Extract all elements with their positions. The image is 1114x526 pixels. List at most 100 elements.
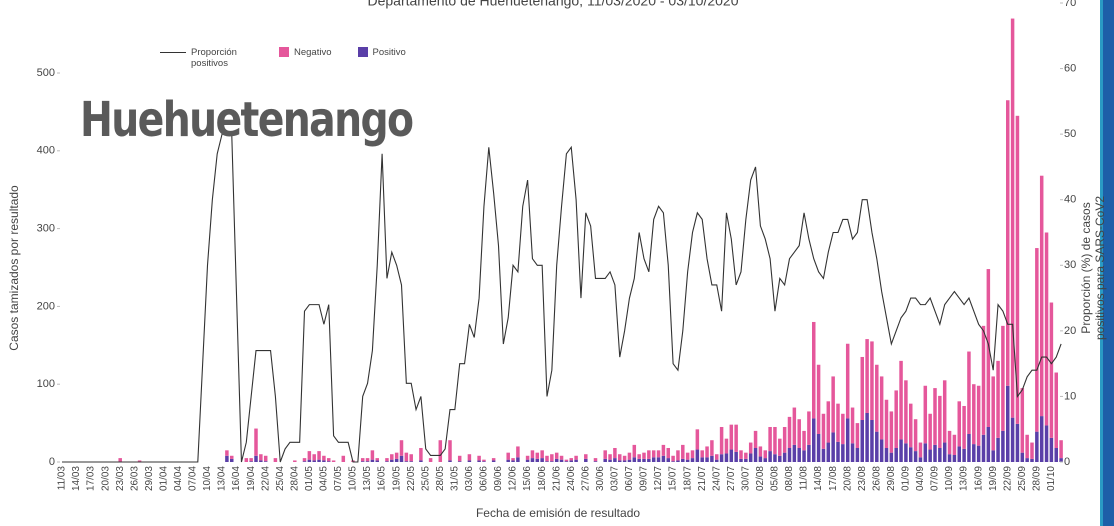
y2-axis-label: Proporción (%) de casos xyxy=(1079,202,1093,333)
bar-segment xyxy=(477,455,481,461)
bar-segment xyxy=(259,460,263,462)
bar-segment xyxy=(710,455,714,462)
bar-segment xyxy=(1001,430,1005,462)
bar-segment xyxy=(816,364,821,434)
bar-segment xyxy=(875,364,879,432)
bar-segment xyxy=(918,442,923,458)
bar-segment xyxy=(952,454,957,462)
bar-segment xyxy=(719,454,724,462)
x-tick-label: 02/08 xyxy=(755,466,766,491)
bar-segment xyxy=(1044,425,1049,462)
bar-segment xyxy=(681,444,685,459)
bar-segment xyxy=(739,458,743,462)
bar-segment xyxy=(564,459,569,462)
bar-segment xyxy=(884,447,889,462)
bar-segment xyxy=(404,461,409,462)
legend-item[interactable]: Negativo xyxy=(265,47,332,58)
bar-segment xyxy=(375,458,379,461)
bar-segment xyxy=(845,343,850,419)
bar-segment xyxy=(550,454,554,462)
bar-segment xyxy=(394,452,399,459)
bar-segment xyxy=(409,454,413,462)
x-tick-label: 04/04 xyxy=(173,466,184,491)
bar-segment xyxy=(967,433,971,462)
y-tick-label: 300 xyxy=(37,223,55,235)
x-tick-label: 13/09 xyxy=(959,466,970,491)
bar-segment xyxy=(748,453,753,462)
bar-segment xyxy=(792,407,797,445)
bar-segment xyxy=(540,458,544,462)
bar-segment xyxy=(816,433,821,462)
bar-segment xyxy=(802,450,806,462)
edge-strip xyxy=(1102,0,1114,526)
legend-item[interactable]: Proporción positivos xyxy=(160,47,253,69)
x-tick-label: 11/08 xyxy=(799,466,810,491)
bar-segment xyxy=(254,428,258,456)
bar-segment xyxy=(870,419,874,462)
x-tick-label: 08/08 xyxy=(784,466,795,491)
x-tick-label: 23/08 xyxy=(857,466,868,491)
overlay-title: Huehuetenango xyxy=(80,92,414,148)
bar-segment xyxy=(758,446,763,457)
bar-segment xyxy=(622,455,627,461)
x-tick-label: 15/07 xyxy=(668,466,679,491)
bar-segment xyxy=(773,454,777,462)
x-tick-label: 04/09 xyxy=(915,466,926,491)
x-tick-label: 21/07 xyxy=(697,466,708,491)
bar-segment xyxy=(409,461,413,462)
x-tick-label: 13/04 xyxy=(217,466,228,491)
bar-segment xyxy=(637,454,641,459)
bar-segment xyxy=(661,444,666,456)
y-axis-label: Casos tamizados por resultado xyxy=(7,185,21,351)
bar-segment xyxy=(627,452,632,460)
bar-segment xyxy=(302,458,307,462)
x-tick-label: 01/09 xyxy=(901,466,912,491)
x-tick-label: 18/07 xyxy=(682,466,693,491)
bar-segment xyxy=(904,443,908,462)
bar-segment xyxy=(875,431,879,462)
bar-segment xyxy=(375,460,379,462)
bar-segment xyxy=(656,450,661,458)
x-tick-label: 16/05 xyxy=(377,466,388,491)
x-tick-label: 17/08 xyxy=(828,466,839,491)
y-tick-label: 200 xyxy=(37,300,55,312)
bar-segment xyxy=(618,454,622,461)
bar-segment xyxy=(482,461,486,462)
x-tick-label: 06/07 xyxy=(624,466,635,491)
x-tick-label: 03/06 xyxy=(464,466,475,491)
bar-segment xyxy=(467,454,472,461)
bar-segment xyxy=(831,376,835,433)
bar-segment xyxy=(972,444,976,462)
bar-segment xyxy=(569,460,573,462)
bar-segment xyxy=(390,459,394,462)
bar-segment xyxy=(1049,302,1054,438)
bar-segment xyxy=(981,325,986,435)
bar-segment xyxy=(957,401,961,447)
bar-segment xyxy=(530,450,535,459)
bar-segment xyxy=(564,461,569,462)
bar-segment xyxy=(259,454,263,461)
bar-segment xyxy=(748,442,753,454)
y2-tick-label: 70 xyxy=(1064,0,1076,9)
bar-segment xyxy=(976,445,981,462)
bar-segment xyxy=(836,403,840,442)
x-tick-label: 28/09 xyxy=(1031,466,1042,491)
bar-segment xyxy=(947,430,952,455)
bar-segment xyxy=(1006,385,1010,462)
bar-segment xyxy=(991,376,995,451)
bar-segment xyxy=(341,455,346,462)
bar-segment xyxy=(593,461,598,462)
x-tick-label: 24/06 xyxy=(566,466,577,491)
bar-segment xyxy=(554,458,559,462)
bar-segment xyxy=(584,454,588,459)
x-tick-label: 12/06 xyxy=(508,466,519,491)
legend-item[interactable]: Positivo xyxy=(344,47,406,58)
bar-segment xyxy=(724,453,729,462)
bar-segment xyxy=(647,458,651,462)
bar-segment xyxy=(322,460,326,462)
x-tick-label: 01/05 xyxy=(304,466,315,491)
bar-segment xyxy=(1001,325,1005,431)
x-tick-label: 10/09 xyxy=(944,466,955,491)
bar-segment xyxy=(778,438,782,456)
bar-segment xyxy=(865,412,869,462)
